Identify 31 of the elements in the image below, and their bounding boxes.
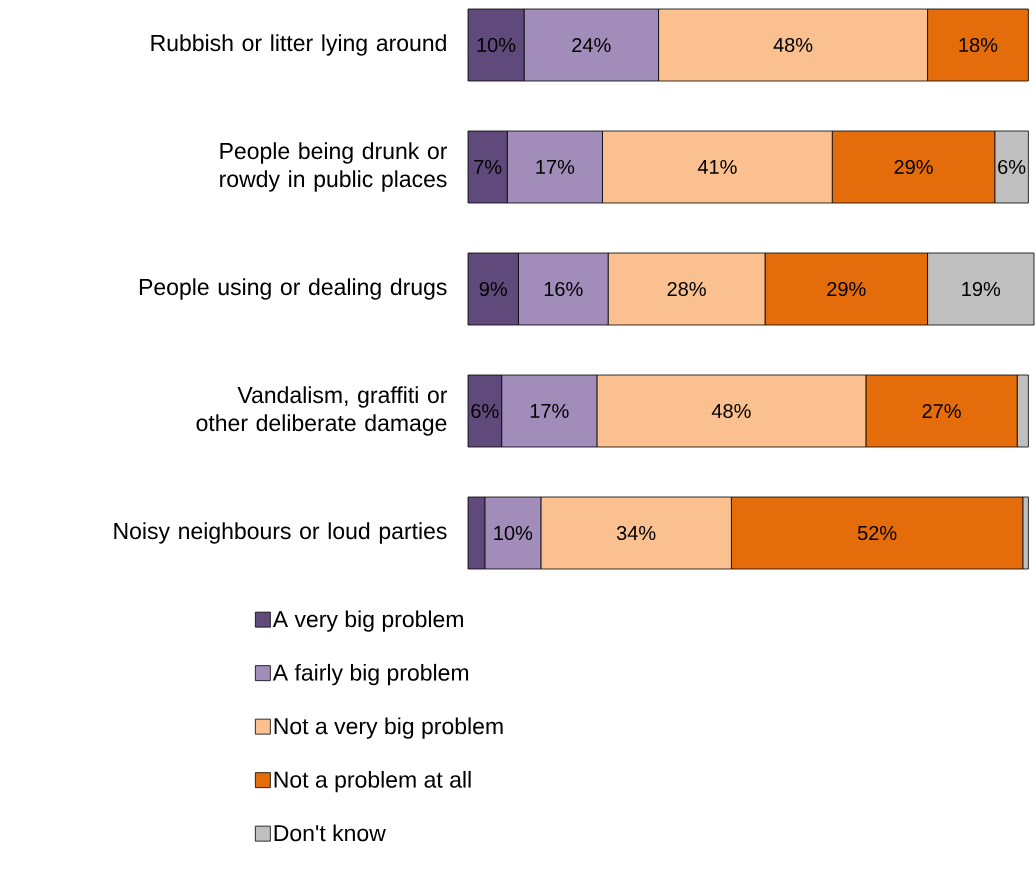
data-label: 27% — [922, 403, 961, 419]
data-label: 52% — [857, 525, 897, 541]
data-label: 48% — [711, 403, 751, 419]
y-tick-label: People being drunk or rowdy in public places — [220, 142, 448, 192]
data-label: 28% — [667, 281, 706, 297]
data-label: 34% — [616, 525, 656, 541]
data-label: 6% — [471, 403, 499, 419]
legend-label: Not a very big problem — [274, 717, 503, 739]
y-tick-label: Noisy neighbours or loud parties — [114, 522, 447, 544]
data-label: 48% — [773, 37, 813, 53]
legend-label: A fairly big problem — [272, 663, 469, 686]
data-label: 19% — [962, 281, 1001, 297]
y-tick-label: People using or dealing drugs — [139, 278, 447, 300]
data-label: 7% — [474, 159, 502, 174]
data-label: 29% — [894, 159, 933, 175]
data-label: 29% — [827, 281, 866, 297]
data-label: 17% — [536, 159, 575, 174]
data-label: 17% — [530, 403, 569, 418]
data-label: 6% — [998, 159, 1026, 175]
data-label: 9% — [479, 281, 507, 297]
legend-label: Not a problem at all — [274, 770, 471, 793]
data-label: 16% — [544, 281, 583, 297]
data-label: 41% — [697, 159, 737, 174]
data-label: 24% — [572, 37, 611, 53]
y-tick-label: Vandalism, graffiti or other deliberate damage — [196, 386, 448, 436]
data-label: 10% — [477, 37, 516, 53]
data-label: 18% — [959, 37, 998, 53]
legend-label: Don't know — [274, 824, 386, 842]
y-tick-label: Rubbish or litter lying around — [151, 34, 446, 56]
legend-label: A very big problem — [272, 610, 463, 632]
data-label: 10% — [494, 525, 533, 541]
